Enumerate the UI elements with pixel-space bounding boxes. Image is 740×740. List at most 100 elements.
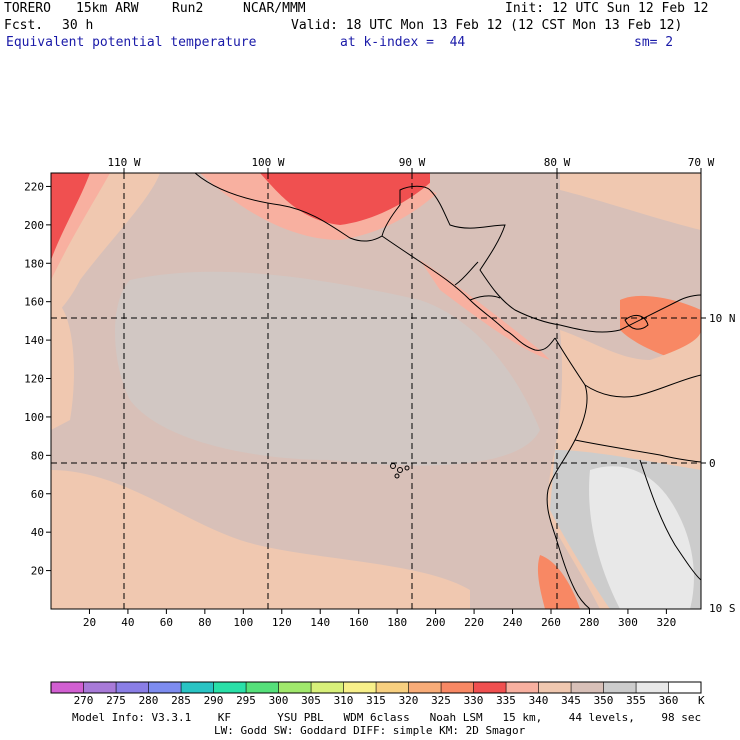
forecast-hour: 30 h (62, 18, 94, 33)
lat-labels: 10 N 0 10 S (701, 312, 736, 615)
field-tropical-cool (115, 271, 540, 466)
lon-label: 90 W (399, 156, 426, 169)
x-tick-label: 80 (198, 616, 211, 629)
y-tick-label: 140 (24, 334, 44, 347)
forecast-label: Fcst. (4, 18, 44, 33)
y-tick-label: 20 (31, 565, 44, 578)
colorbar-label: 325 (431, 694, 451, 707)
field-western-warm (51, 300, 74, 430)
y-tick-label: 200 (24, 219, 44, 232)
colorbar-swatch (148, 681, 182, 694)
lon-label: 70 W (688, 156, 715, 169)
ecuador-border (574, 439, 701, 463)
colorbar-swatch (668, 681, 702, 694)
x-tick-label: 140 (310, 616, 330, 629)
colombia-border (584, 374, 701, 398)
colorbar-label: 290 (204, 694, 224, 707)
lat-label: 10 N (709, 312, 736, 325)
colorbar-swatch (180, 681, 214, 694)
colorbar-label: 285 (171, 694, 191, 707)
y-tick-label: 180 (24, 257, 44, 270)
x-index-ticks: 20 40 60 80 100 120 140 160 180 200 220 240 260 280 30… (83, 609, 676, 629)
model-info: Model Info: V3.3.1 KF YSU PBL WDM 6class… (72, 711, 702, 724)
model-name: TORERO (4, 1, 51, 16)
x-tick-label: 40 (121, 616, 134, 629)
colorbar-swatch (213, 681, 247, 694)
lon-label: 110 W (107, 156, 140, 169)
colorbar-label: 320 (399, 694, 419, 707)
field-name: Equivalent potential temperature (6, 35, 257, 50)
lat-lon-grid (51, 173, 701, 609)
y-tick-label: 40 (31, 526, 44, 539)
colorbar-label: 340 (529, 694, 549, 707)
colorbar-frame (50, 681, 702, 694)
x-tick-label: 220 (464, 616, 484, 629)
y-tick-label: 220 (24, 180, 44, 193)
y-tick-label: 100 (24, 411, 44, 424)
field-peru-coast-hot (537, 555, 580, 609)
colorbar-label: 335 (496, 694, 516, 707)
caribbean-coast (429, 189, 561, 326)
x-tick-label: 280 (580, 616, 600, 629)
model-resolution: 15km ARW (76, 1, 139, 16)
colorbar-swatch (245, 681, 279, 694)
field-southern-warm (51, 470, 470, 609)
x-tick-label: 300 (618, 616, 638, 629)
x-tick-label: 100 (233, 616, 253, 629)
x-tick-label: 260 (541, 616, 561, 629)
colorbar-label: 305 (301, 694, 321, 707)
x-tick-label: 60 (160, 616, 173, 629)
colorbar-swatch (278, 681, 312, 694)
y-index-ticks: 220 200 180 160 140 120 100 80 60 40 20 (24, 180, 51, 578)
peru-border (639, 459, 701, 581)
x-tick-label: 120 (272, 616, 292, 629)
colorbar-swatch (343, 681, 377, 694)
lon-label: 100 W (251, 156, 284, 169)
lon-label: 80 W (544, 156, 571, 169)
y-tick-label: 120 (24, 373, 44, 386)
colorbar-swatch (310, 681, 344, 694)
lat-label: 0 (709, 457, 716, 470)
level-label: at k-index = 44 (340, 35, 466, 50)
lon-labels: 110 W 100 W 90 W 80 W 70 W (107, 156, 715, 173)
colorbar-swatch (473, 681, 507, 694)
colorbar-unit: K (698, 694, 705, 707)
theta-e-field (51, 173, 701, 609)
colorbar-swatch (83, 681, 117, 694)
colorbar-label: 345 (561, 694, 581, 707)
colorbar-swatch (50, 681, 84, 694)
run-label: Run2 (172, 1, 204, 16)
y-tick-label: 80 (31, 449, 44, 462)
colorbar-swatch (115, 681, 149, 694)
valid-time: Valid: 18 UTC Mon 13 Feb 12 (12 CST Mon … (291, 18, 683, 33)
south-america-north-coast (559, 294, 701, 333)
colorbar-label: 275 (106, 694, 126, 707)
pacific-isthmus-coast (381, 235, 556, 351)
colorbar-label: 360 (659, 694, 679, 707)
colorbar-swatch (505, 681, 539, 694)
colorbar: 270 275 280 285 290 295 300 305 310 315 320 325 330 3… (50, 681, 702, 707)
colorbar-label: 355 (626, 694, 646, 707)
colorbar-swatch (538, 681, 572, 694)
colorbar-label: 315 (366, 694, 386, 707)
colorbar-label: 295 (236, 694, 256, 707)
physics-info: LW: Godd SW: Goddard DIFF: simple KM: 2D… (214, 724, 526, 737)
x-tick-label: 180 (387, 616, 407, 629)
colorbar-label: 280 (139, 694, 159, 707)
mexico-coast (194, 173, 431, 242)
x-tick-label: 240 (503, 616, 523, 629)
y-tick-label: 160 (24, 296, 44, 309)
colorbar-swatch (440, 681, 474, 694)
colorbar-swatch (408, 681, 442, 694)
x-tick-label: 320 (656, 616, 676, 629)
colorbar-label: 300 (269, 694, 289, 707)
galapagos-isla-2 (397, 467, 403, 473)
colorbar-label: 270 (74, 694, 94, 707)
field-nw-hot (51, 173, 90, 260)
colorbar-swatch (635, 681, 669, 694)
galapagos-isla-3 (404, 465, 410, 471)
colorbar-swatch (603, 681, 637, 694)
nicaragua-border (469, 295, 501, 301)
x-tick-label: 200 (426, 616, 446, 629)
